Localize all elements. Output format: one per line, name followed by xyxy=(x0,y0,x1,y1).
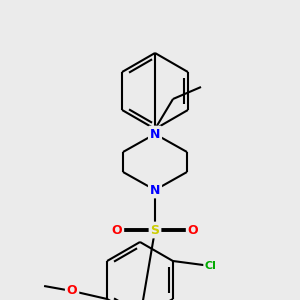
Text: Cl: Cl xyxy=(205,261,217,271)
Text: N: N xyxy=(150,184,160,196)
Text: O: O xyxy=(188,224,198,236)
Text: O: O xyxy=(67,284,77,298)
Text: N: N xyxy=(150,128,160,140)
Text: S: S xyxy=(151,224,160,236)
Text: O: O xyxy=(112,224,122,236)
